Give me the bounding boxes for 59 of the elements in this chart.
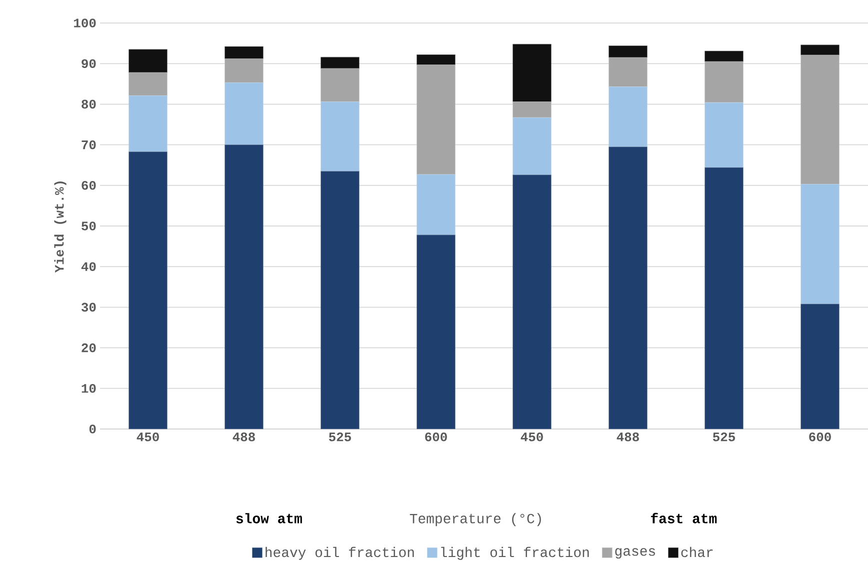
text: Temperature (°C) xyxy=(410,513,541,526)
x-tick-label: 525 xyxy=(329,432,351,442)
legend-label: char xyxy=(681,546,713,558)
y-tick-label: 10 xyxy=(82,384,96,393)
bar xyxy=(608,146,648,430)
bar xyxy=(800,44,840,56)
x-tick-label: 525 xyxy=(713,432,735,442)
bar xyxy=(512,174,552,430)
bar xyxy=(320,171,360,430)
x-tick-label: 488 xyxy=(232,432,255,442)
bar xyxy=(704,61,744,103)
text: fast atm xyxy=(650,512,717,524)
bar xyxy=(704,102,744,168)
x-tick-label: 450 xyxy=(520,432,543,442)
y-tick-label: 20 xyxy=(82,343,96,352)
bar xyxy=(224,46,264,59)
y-tick-label: 90 xyxy=(82,59,96,68)
bar xyxy=(224,58,264,83)
x-tick-label: 600 xyxy=(809,432,831,442)
bar xyxy=(512,44,552,102)
bar xyxy=(128,72,168,96)
text: slow atm xyxy=(236,513,302,524)
x-tick-label: 488 xyxy=(616,432,639,442)
y-tick-label: 30 xyxy=(82,302,96,312)
bar xyxy=(800,304,840,430)
bar xyxy=(704,50,744,62)
legend-label: heavy oil fraction xyxy=(266,546,414,560)
legend-label: gases xyxy=(615,548,655,559)
y-tick-label: 70 xyxy=(82,140,96,150)
bar xyxy=(416,234,456,430)
x-tick-label: 450 xyxy=(136,432,159,442)
bar xyxy=(704,167,744,430)
bar xyxy=(800,54,840,184)
y-tick-label: 40 xyxy=(81,262,96,271)
bar xyxy=(320,102,360,172)
bar xyxy=(608,86,648,147)
bar xyxy=(128,96,168,152)
bar xyxy=(320,56,360,69)
bar xyxy=(800,184,840,304)
bar xyxy=(608,57,648,87)
bar xyxy=(512,117,552,175)
y-tick-label: 0 xyxy=(89,424,96,434)
legend-label: light oil fraction xyxy=(441,546,589,560)
bar xyxy=(416,54,456,65)
y-tick-label: 60 xyxy=(82,180,96,190)
x-tick-label: 600 xyxy=(425,432,447,442)
bar xyxy=(128,152,168,430)
bar xyxy=(512,102,552,118)
y-tick-label: 50 xyxy=(82,222,96,230)
y-tick-label: 100 xyxy=(74,18,96,28)
bar xyxy=(320,68,360,102)
bar xyxy=(224,82,264,145)
y-tick-label: 80 xyxy=(82,100,96,109)
bar xyxy=(128,49,168,73)
bar xyxy=(416,64,456,175)
bar xyxy=(416,174,456,236)
bar xyxy=(224,144,264,430)
bar xyxy=(608,46,648,58)
y-axis-title: Yield (wt.%) xyxy=(54,182,66,273)
